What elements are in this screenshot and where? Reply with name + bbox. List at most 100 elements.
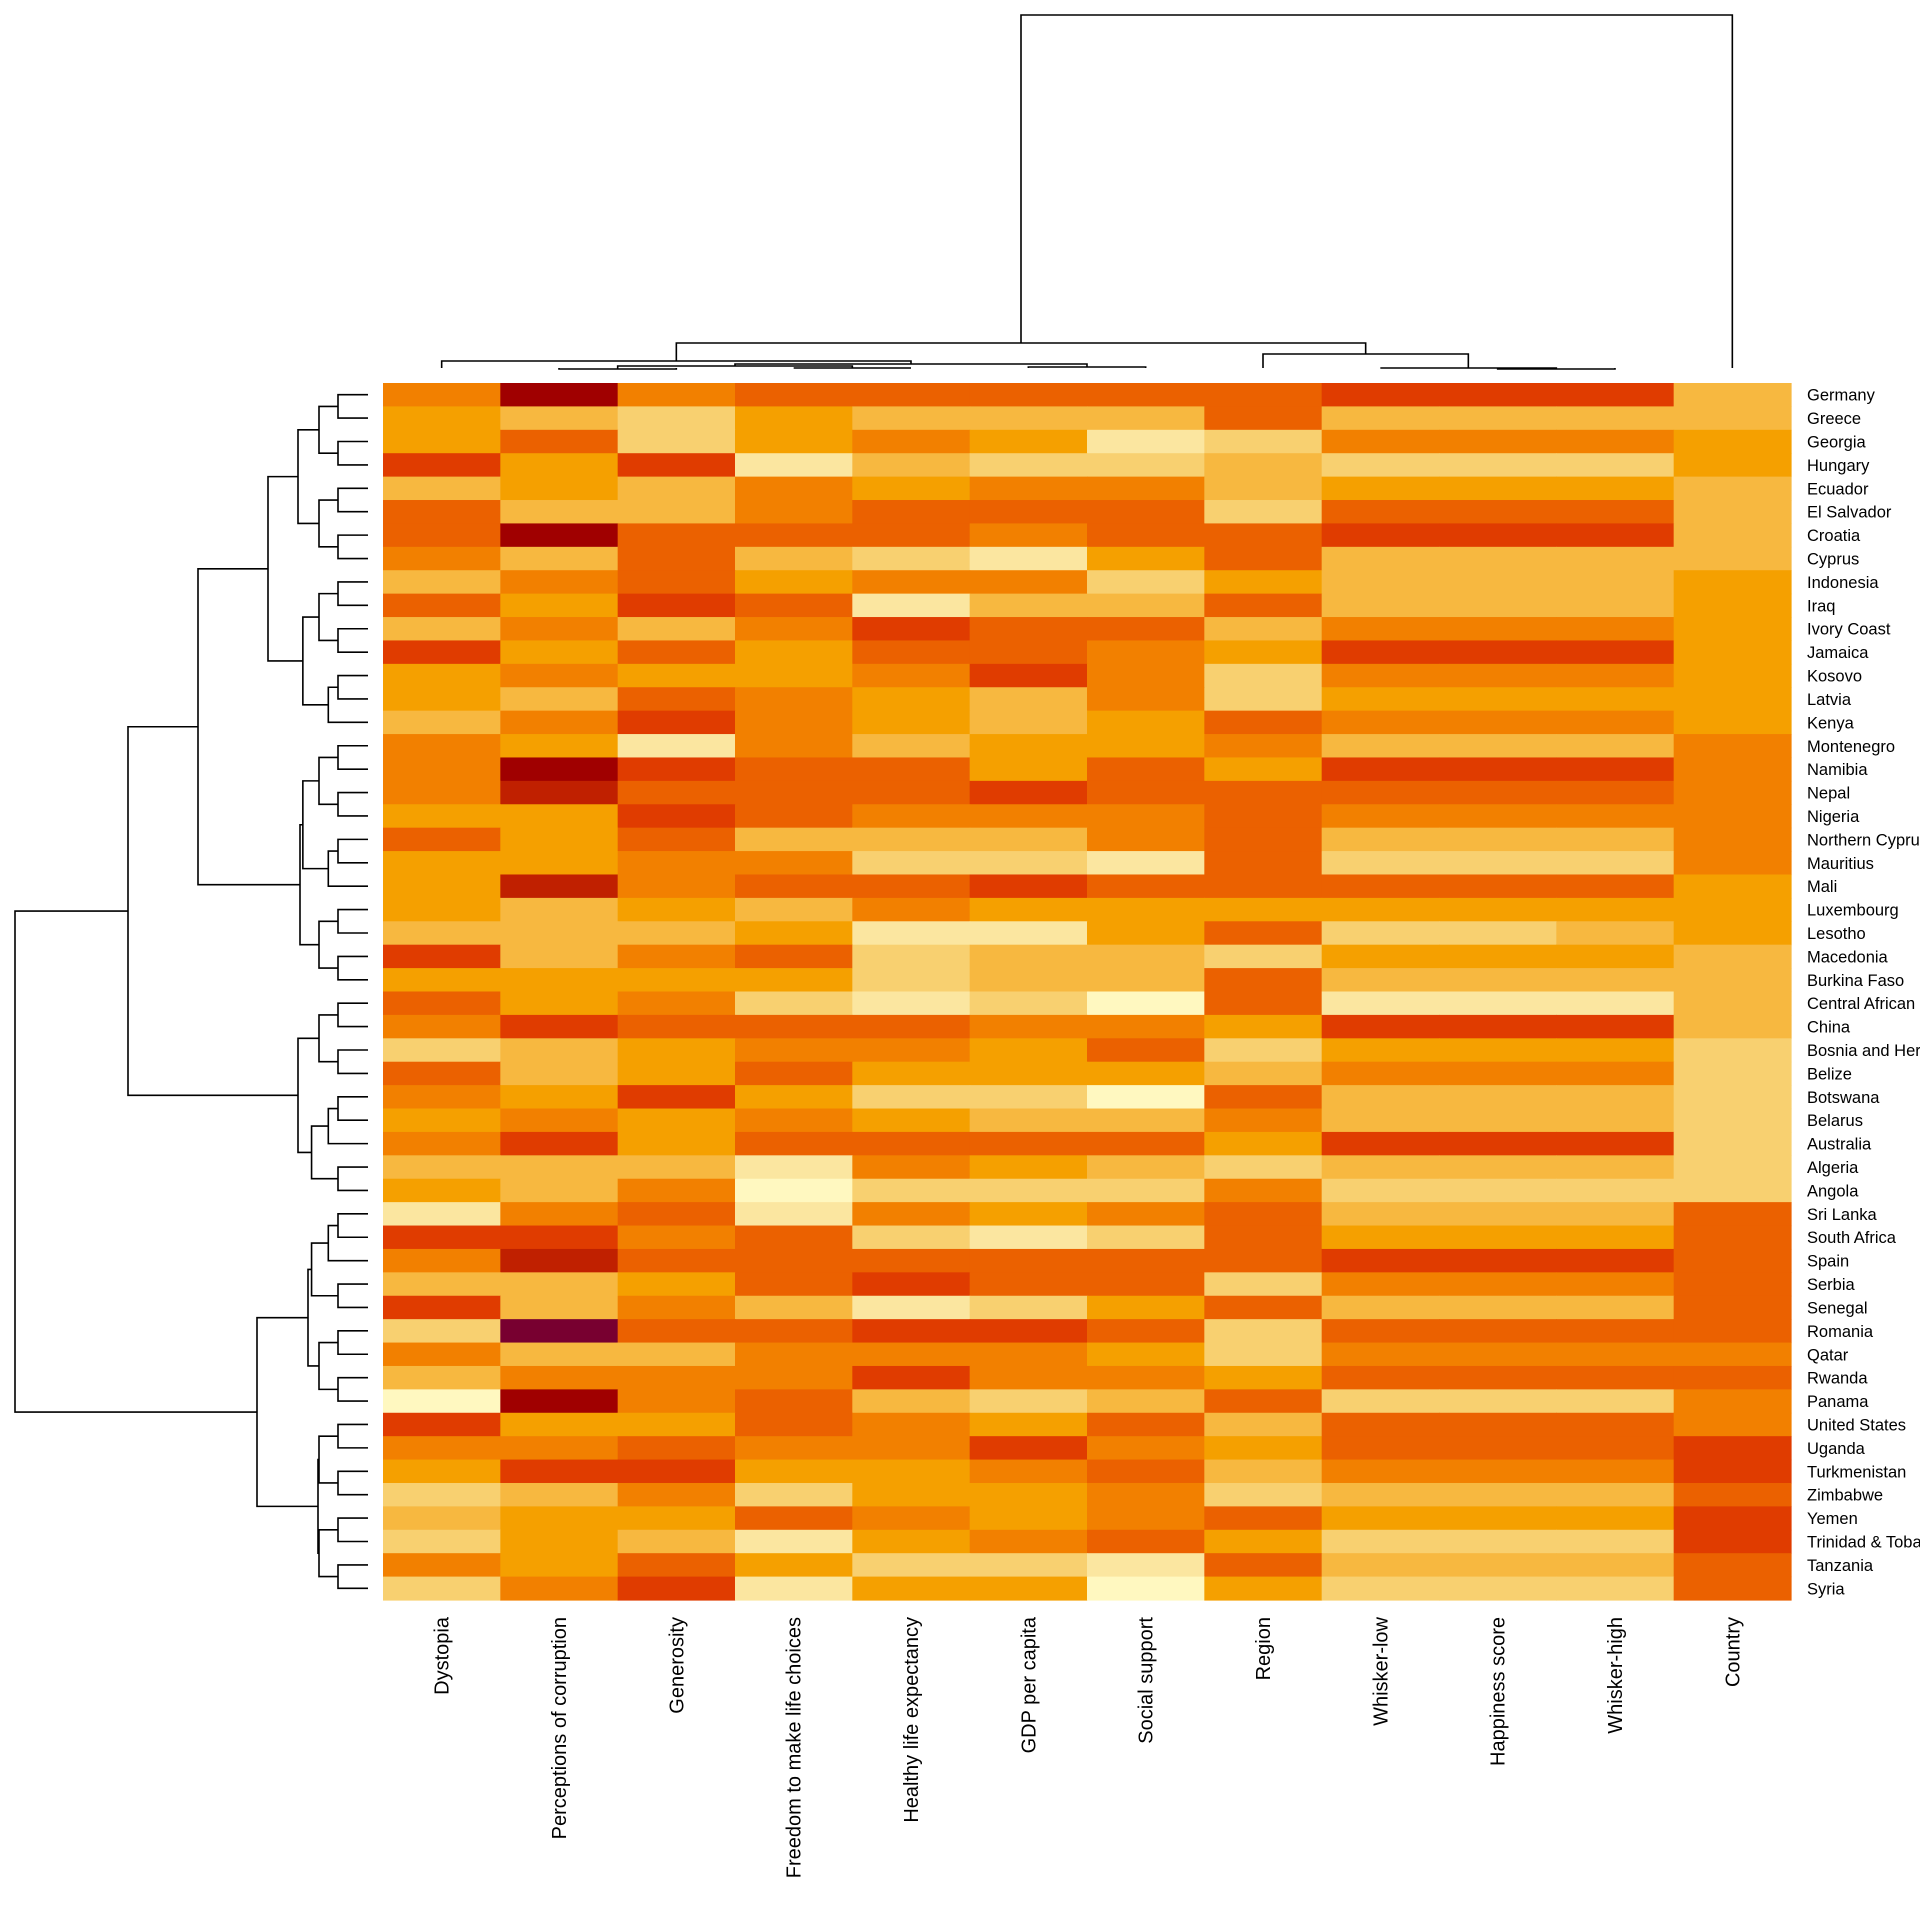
heatmap-cell [1673,1412,1792,1437]
heatmap-cell [852,617,971,642]
heatmap-cell [735,874,853,899]
heatmap-cell [500,1412,619,1437]
heatmap-cell [1087,546,1205,571]
heatmap-cell [1673,1295,1792,1320]
heatmap-cell [735,1272,853,1297]
column-label: Region [1253,1617,1275,1680]
heatmap-cell [735,1085,853,1110]
heatmap-cell [1673,617,1792,642]
heatmap-cell [1673,968,1792,993]
heatmap-cell [1673,1202,1792,1227]
heatmap-cell [1087,874,1205,899]
heatmap-cell [617,1225,736,1250]
heatmap-cell [969,897,1088,922]
row-label: Montenegro [1807,738,1895,756]
heatmap-cell [1673,1482,1792,1507]
heatmap-cell [969,1529,1088,1554]
heatmap-cell [1321,546,1440,571]
heatmap-cell [1204,476,1323,501]
column-label: Happiness score [1488,1617,1510,1766]
heatmap-cell [1087,500,1205,525]
heatmap-cell [735,1459,853,1484]
heatmap-cell [1204,1061,1323,1086]
heatmap-cell [383,734,501,759]
heatmap-cell [735,406,853,431]
heatmap-cell [1087,1342,1205,1367]
heatmap-cell [1321,383,1440,407]
row-label: Indonesia [1807,574,1879,592]
heatmap-cell [1204,500,1323,525]
heatmap-cell [969,1272,1088,1297]
heatmap-cell [1439,1085,1557,1110]
heatmap-cell [1087,429,1205,454]
row-label: Burkina Faso [1807,972,1904,990]
heatmap-cell [735,851,853,876]
heatmap-cell [969,687,1088,712]
heatmap-cell [500,1248,619,1273]
heatmap-cell [1087,1061,1205,1086]
heatmap-cell [1673,1155,1792,1180]
heatmap-cell [1321,1108,1440,1133]
heatmap-cell [735,1131,853,1156]
heatmap-cell [1673,804,1792,829]
heatmap-cell [500,640,619,665]
heatmap-cell [500,1553,619,1578]
row-label: Angola [1807,1182,1859,1200]
heatmap-cell [1204,1085,1323,1110]
heatmap-cell [735,1319,853,1344]
heatmap-cell [383,1202,501,1227]
heatmap-cell [969,734,1088,759]
heatmap-cell [1204,1178,1323,1203]
column-label: Perceptions of corruption [549,1617,571,1839]
heatmap-cell [1556,874,1675,899]
heatmap-cell [1556,1319,1675,1344]
heatmap-cell [1204,1295,1323,1320]
column-label: Whisker-high [1605,1617,1627,1734]
heatmap-cell [1556,851,1675,876]
heatmap-cell [735,429,853,454]
row-label: Latvia [1807,691,1852,709]
heatmap-cell [617,453,736,478]
heatmap-cell [1321,1412,1440,1437]
heatmap-cell [617,991,736,1016]
heatmap-cell [383,991,501,1016]
heatmap-cell [1087,1365,1205,1390]
heatmap-cell [852,780,971,805]
heatmap-cell [1087,687,1205,712]
heatmap-cell [1673,1553,1792,1578]
heatmap-cell [1439,663,1557,688]
heatmap-cell [1556,757,1675,782]
heatmap-cell [735,453,853,478]
heatmap-cell [1556,804,1675,829]
heatmap-cell [1439,1038,1557,1063]
heatmap-cell [1556,1295,1675,1320]
heatmap-cell [735,757,853,782]
heatmap-cell [500,1319,619,1344]
heatmap-cell [1087,827,1205,852]
heatmap-cell [1321,476,1440,501]
dendrogram-branch [318,920,338,969]
heatmap-cell [1439,1553,1557,1578]
heatmap-cell [1204,710,1323,735]
heatmap-cell [1556,944,1675,969]
heatmap-cell [1087,1085,1205,1110]
dendrogram-branch [14,910,257,1413]
heatmap-cell [1321,780,1440,805]
heatmap-cell [1321,1389,1440,1414]
heatmap-cell [1673,1506,1792,1531]
heatmap-cell [1673,734,1792,759]
heatmap-cell [969,1553,1088,1578]
heatmap-cell [969,1178,1088,1203]
heatmap-cell [617,1085,736,1110]
heatmap-cell [1204,1038,1323,1063]
heatmap-cell [969,1061,1088,1086]
heatmap-cell [1556,500,1675,525]
heatmap-cell [852,827,971,852]
heatmap-cell [1087,1202,1205,1227]
heatmap-cell [383,1506,501,1531]
heatmap-cell [1439,1342,1557,1367]
heatmap-cell [1556,617,1675,642]
dendrogram-branch [1027,366,1147,368]
heatmap-cell [1321,1272,1440,1297]
heatmap-cell [383,1108,501,1133]
